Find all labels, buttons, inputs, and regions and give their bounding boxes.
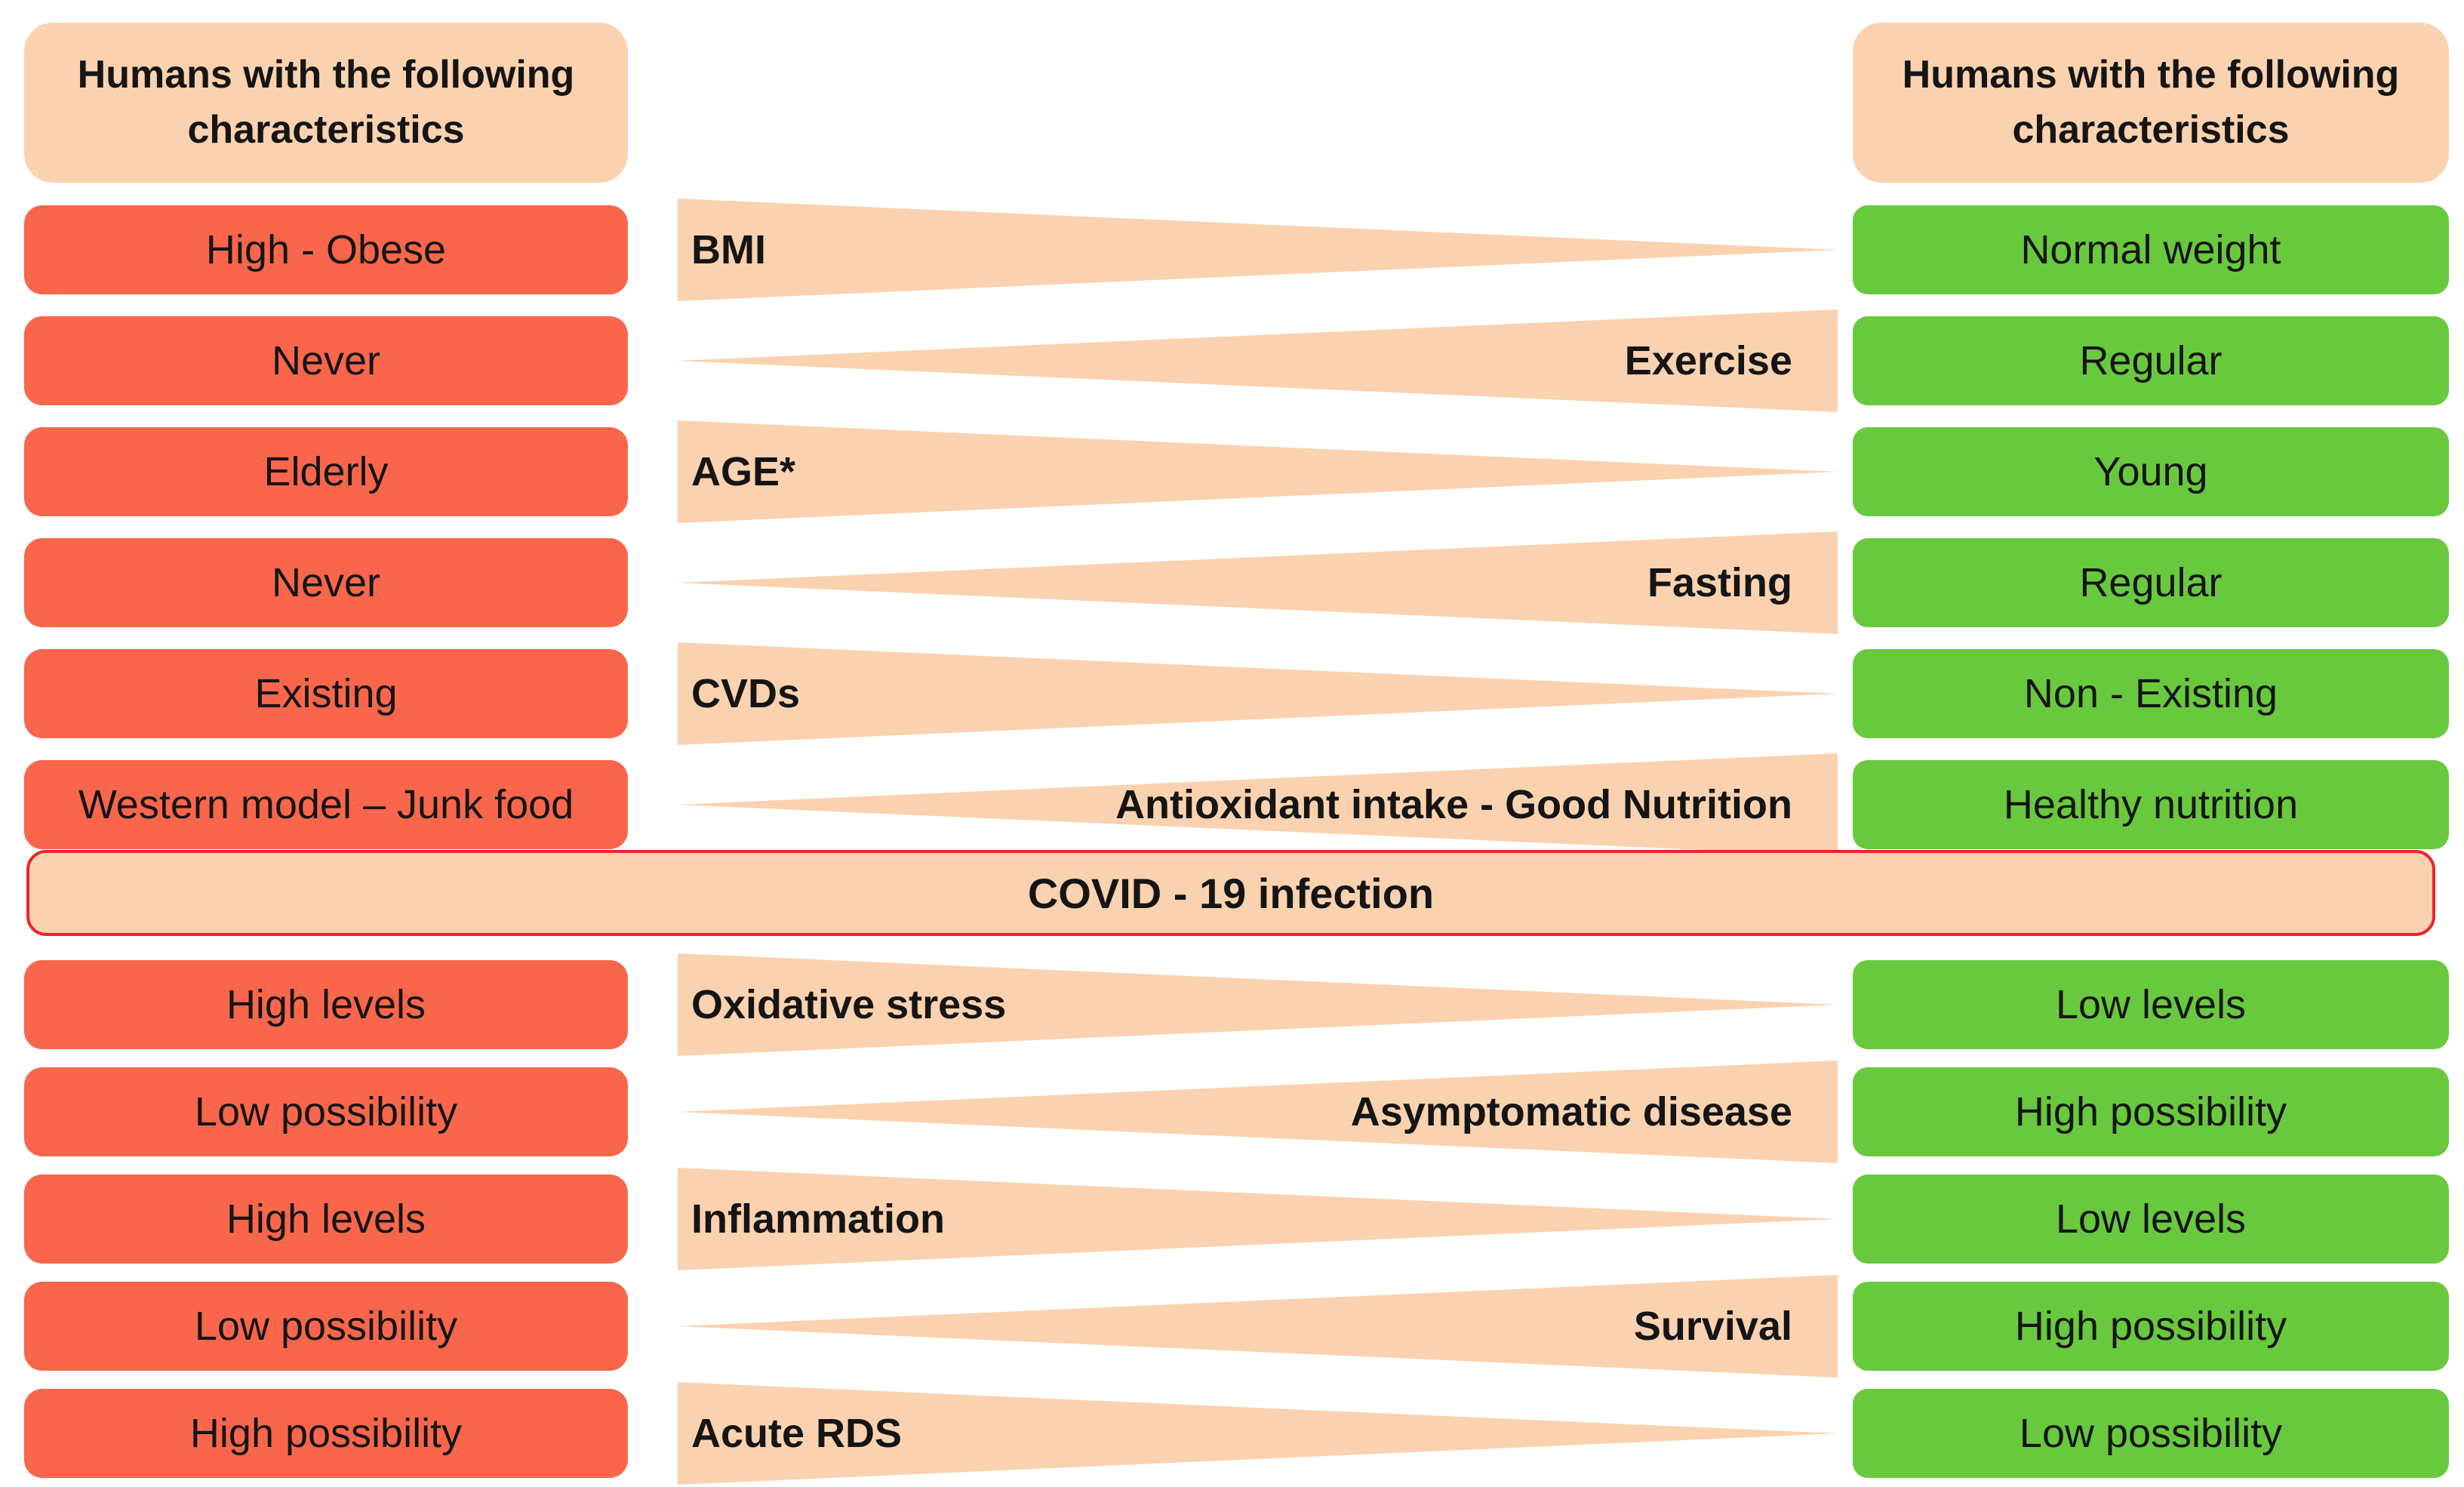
gradient-wedge: CVDs <box>678 642 1838 745</box>
gradient-wedge: Antioxidant intake - Good Nutrition <box>678 753 1838 856</box>
protective-value-box: Low levels <box>1853 1175 2449 1264</box>
factor-row-cvds: Existing CVDs Non - Existing <box>0 642 2464 745</box>
factor-label: Oxidative stress <box>691 982 1007 1027</box>
factor-row-inflammation: High levels Inflammation Low levels <box>0 1168 2464 1270</box>
factor-row-oxidative-stress: High levels Oxidative stress Low levels <box>0 953 2464 1056</box>
factor-row-acute-rds: High possibility Acute RDS Low possibili… <box>0 1382 2464 1485</box>
gradient-wedge: BMI <box>678 199 1838 301</box>
protective-value-box: Young <box>1853 427 2449 516</box>
left-column-header: Humans with the following characteristic… <box>24 23 628 183</box>
protective-value-box: Regular <box>1853 538 2449 627</box>
protective-value-box: High possibility <box>1853 1067 2449 1156</box>
risk-value-box: Never <box>24 316 628 405</box>
protective-value-box: Non - Existing <box>1853 649 2449 738</box>
factor-label: Survival <box>1633 1304 1792 1349</box>
factor-row-asymptomatic-disease: Low possibility Asymptomatic disease Hig… <box>0 1061 2464 1163</box>
gradient-wedge: AGE* <box>678 420 1838 523</box>
factor-label: Fasting <box>1647 560 1792 605</box>
gradient-wedge: Exercise <box>678 309 1838 412</box>
risk-value-box: Western model – Junk food <box>24 760 628 849</box>
factor-label: Acute RDS <box>691 1411 903 1456</box>
protective-value-box: Regular <box>1853 316 2449 405</box>
risk-value-box: High possibility <box>24 1389 628 1478</box>
protective-value-box: Normal weight <box>1853 205 2449 294</box>
risk-value-box: Low possibility <box>24 1282 628 1371</box>
factor-label: CVDs <box>691 671 801 716</box>
risk-value-box: High levels <box>24 960 628 1049</box>
factor-row-fasting: Never Fasting Regular <box>0 531 2464 634</box>
risk-value-box: Elderly <box>24 427 628 516</box>
gradient-wedge: Acute RDS <box>678 1382 1838 1485</box>
risk-value-box: Low possibility <box>24 1067 628 1156</box>
factor-label: Inflammation <box>691 1196 946 1242</box>
factor-row-bmi: High - Obese BMI Normal weight <box>0 199 2464 301</box>
factor-row-age: Elderly AGE* Young <box>0 420 2464 523</box>
risk-value-box: High - Obese <box>24 205 628 294</box>
risk-value-box: High levels <box>24 1175 628 1264</box>
protective-value-box: Low possibility <box>1853 1389 2449 1478</box>
factor-label: Antioxidant intake - Good Nutrition <box>1115 782 1792 827</box>
gradient-wedge: Asymptomatic disease <box>678 1061 1838 1163</box>
right-column-header: Humans with the following characteristic… <box>1853 23 2449 183</box>
protective-value-box: Healthy nutrition <box>1853 760 2449 849</box>
factor-label: AGE* <box>691 449 796 494</box>
factor-row-survival: Low possibility Survival High possibilit… <box>0 1275 2464 1378</box>
factor-row-exercise: Never Exercise Regular <box>0 309 2464 412</box>
factor-label: Asymptomatic disease <box>1350 1089 1792 1134</box>
gradient-wedge: Fasting <box>678 531 1838 634</box>
factor-label: Exercise <box>1624 338 1792 383</box>
gradient-wedge: Survival <box>678 1275 1838 1378</box>
covid-19-infection-banner: COVID - 19 infection <box>26 850 2435 936</box>
risk-value-box: Never <box>24 538 628 627</box>
protective-value-box: High possibility <box>1853 1282 2449 1371</box>
factor-label: BMI <box>691 227 766 272</box>
risk-value-box: Existing <box>24 649 628 738</box>
factor-row-nutrition: Western model – Junk food Antioxidant in… <box>0 753 2464 856</box>
gradient-wedge: Inflammation <box>678 1168 1838 1270</box>
gradient-wedge: Oxidative stress <box>678 953 1838 1056</box>
protective-value-box: Low levels <box>1853 960 2449 1049</box>
